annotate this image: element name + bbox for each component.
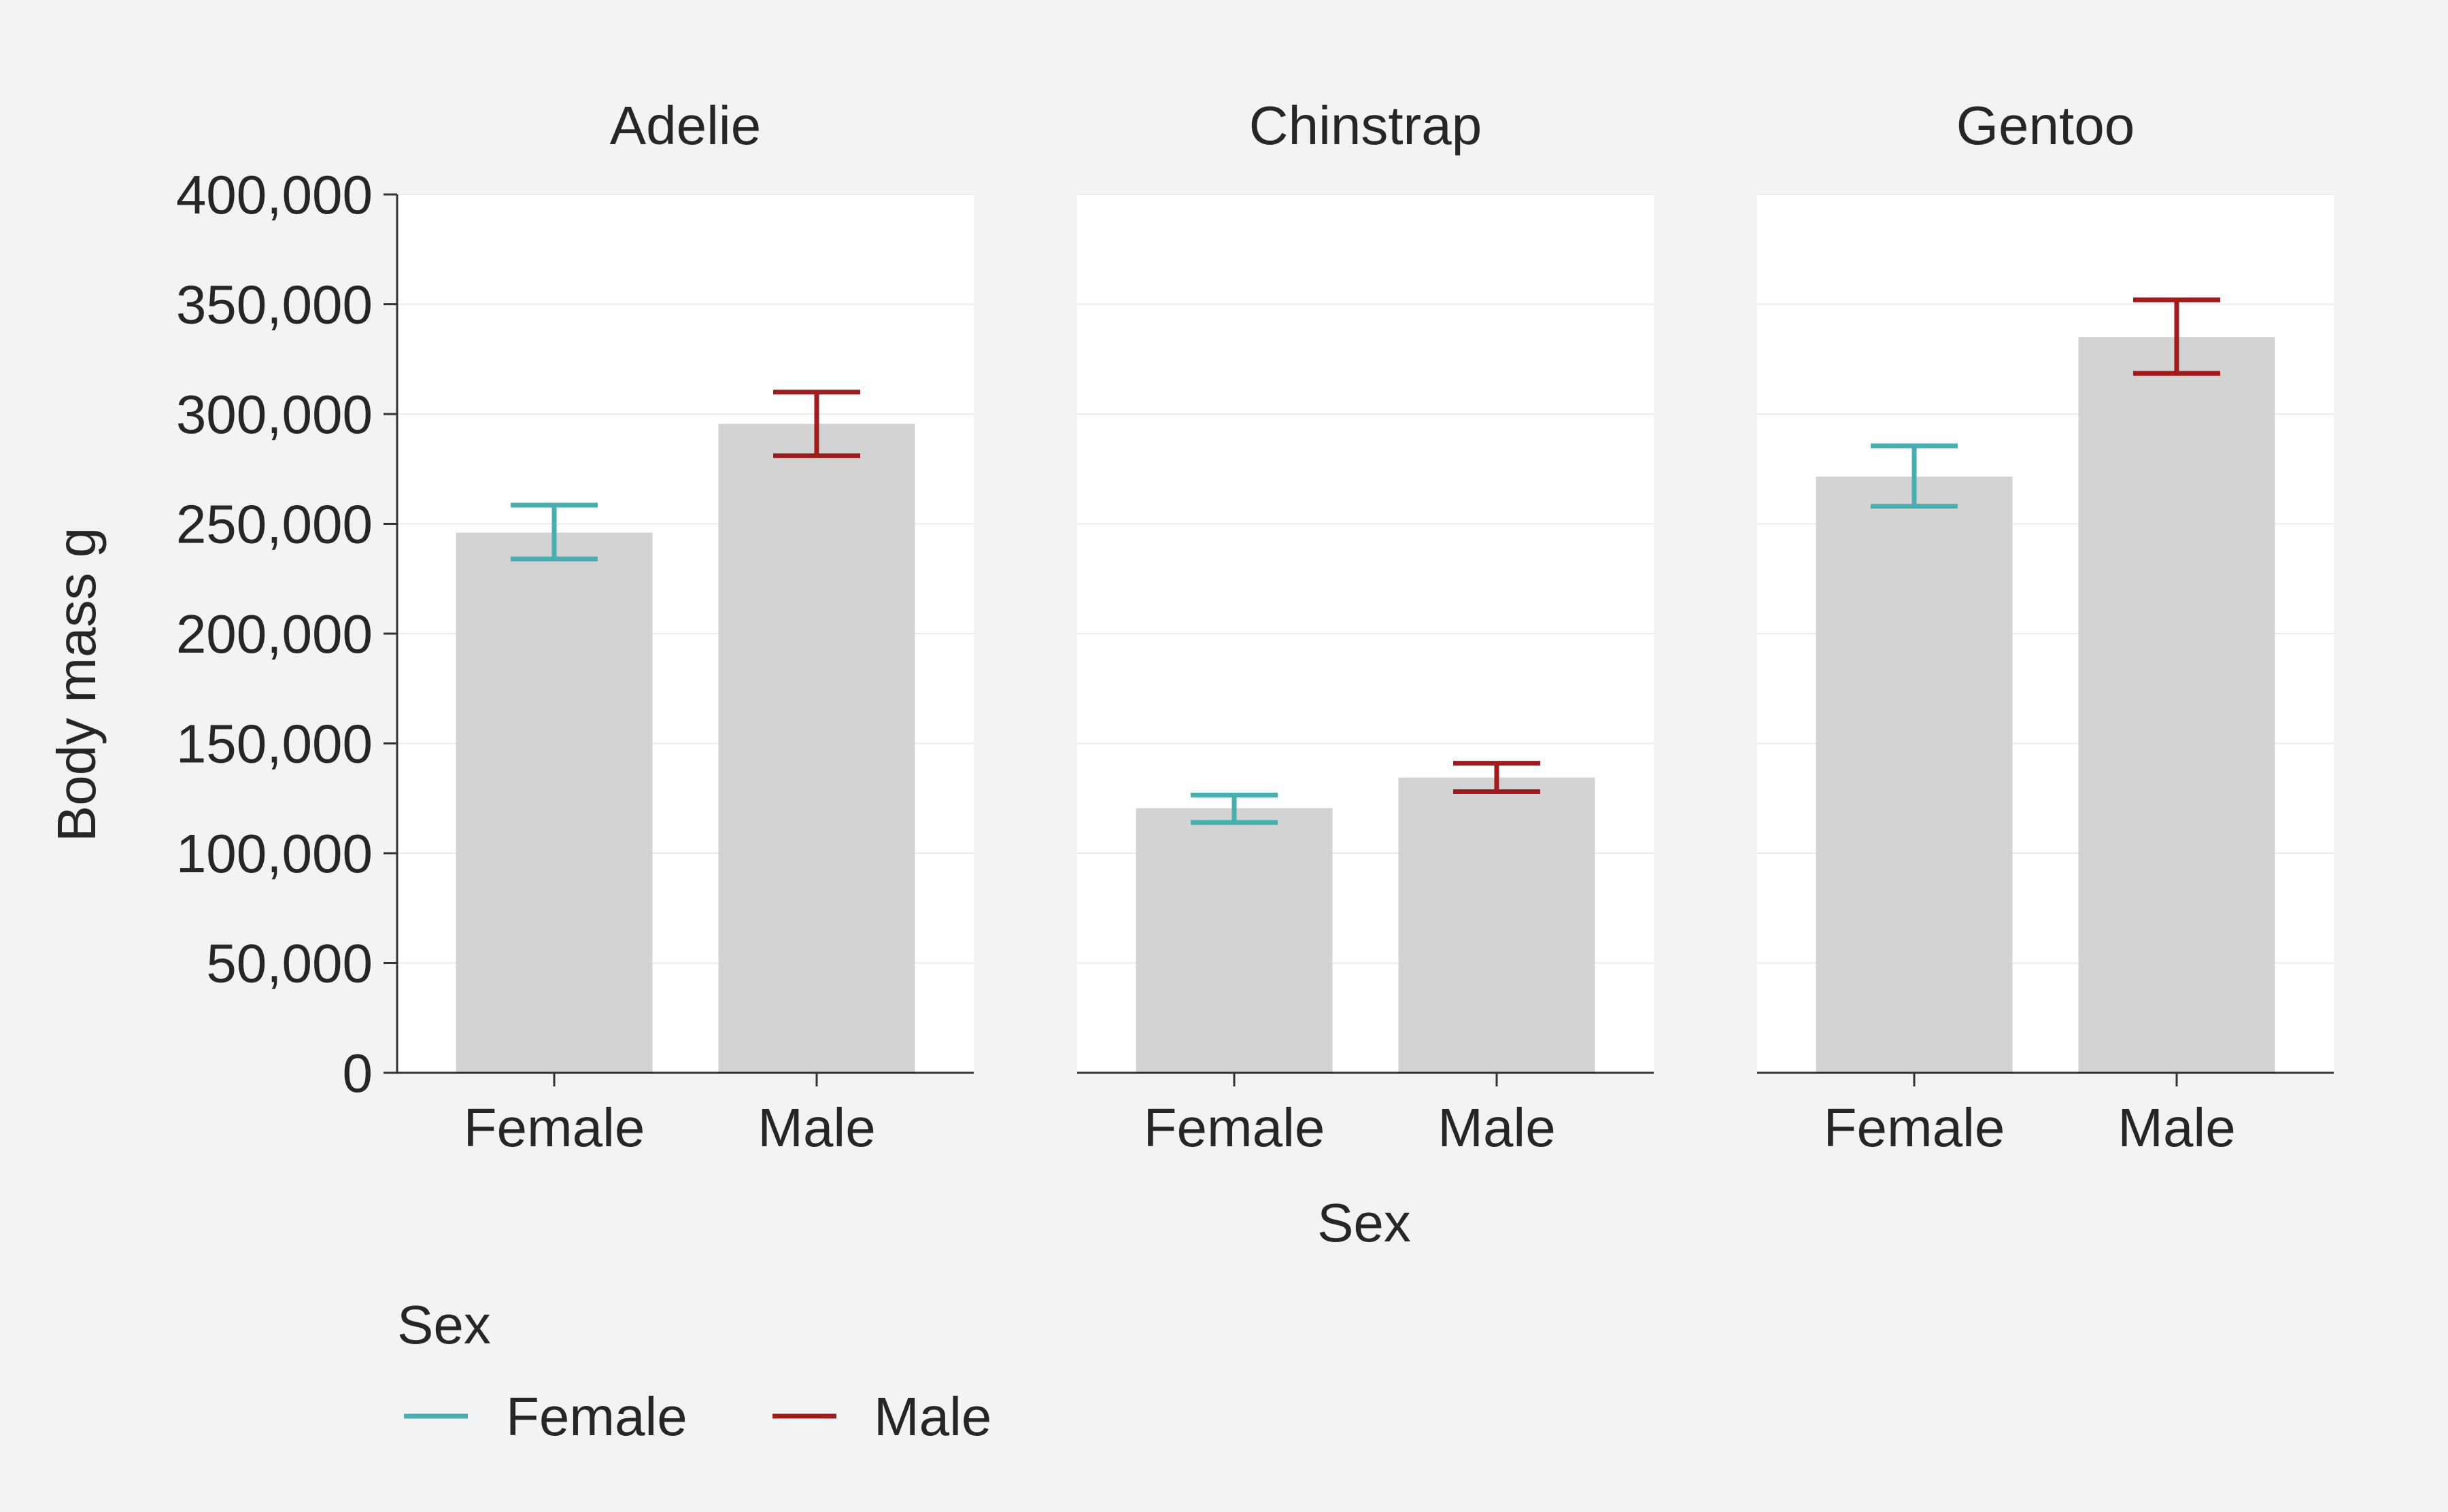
y-tick-label: 200,000 <box>176 604 373 664</box>
error-bar-chinstrap-male <box>1453 761 1540 795</box>
panel-gentoo: Female Male Gentoo <box>1757 95 2334 1158</box>
x-tick-label: Male <box>758 1097 875 1158</box>
x-tick-label: Male <box>2118 1097 2235 1158</box>
panel-title: Chinstrap <box>1249 95 1482 156</box>
chart-panels: Female Male Adelie 0 50,000 100,000 150,000 200… <box>176 95 2334 1158</box>
legend: Sex Female Male <box>397 1294 991 1447</box>
x-axis-label: Sex <box>1317 1192 1411 1253</box>
x-tick-label: Female <box>1144 1097 1325 1158</box>
bar-gentoo-male <box>2078 337 2275 1073</box>
y-tick-label: 150,000 <box>176 714 373 774</box>
bar-chinstrap-female <box>1136 808 1333 1073</box>
bar-gentoo-female <box>1816 477 2013 1073</box>
legend-title: Sex <box>397 1294 491 1355</box>
error-bar-adelie-female <box>511 502 598 562</box>
bar-adelie-male <box>718 424 915 1073</box>
error-bar-chinstrap-female <box>1191 792 1278 825</box>
bar-adelie-female <box>456 532 653 1073</box>
y-tick-label: 250,000 <box>176 494 373 555</box>
y-tick-label: 100,000 <box>176 823 373 884</box>
error-bar-gentoo-male <box>2133 297 2220 376</box>
panel-chinstrap: Female Male Chinstrap <box>1077 95 1654 1158</box>
legend-label-male: Male <box>874 1386 991 1447</box>
y-axis-label: Body mass g <box>46 528 107 842</box>
x-tick-label: Male <box>1438 1097 1555 1158</box>
bar-chinstrap-male <box>1398 777 1595 1073</box>
y-tick-label: 50,000 <box>206 933 373 994</box>
panel-adelie: Female Male Adelie 0 50,000 100,000 150,000 200… <box>176 95 974 1158</box>
x-tick-label: Female <box>1824 1097 2005 1158</box>
x-tick-label: Female <box>464 1097 645 1158</box>
y-tick-label: 0 <box>343 1043 373 1103</box>
panel-title: Adelie <box>610 95 761 156</box>
y-tick-label: 350,000 <box>176 275 373 335</box>
y-tick-label: 300,000 <box>176 384 373 445</box>
error-bar-gentoo-female <box>1871 443 1958 509</box>
panel-title: Gentoo <box>1956 95 2135 156</box>
legend-label-female: Female <box>506 1386 687 1447</box>
error-bar-adelie-male <box>773 390 860 458</box>
y-tick-label: 400,000 <box>176 165 373 225</box>
